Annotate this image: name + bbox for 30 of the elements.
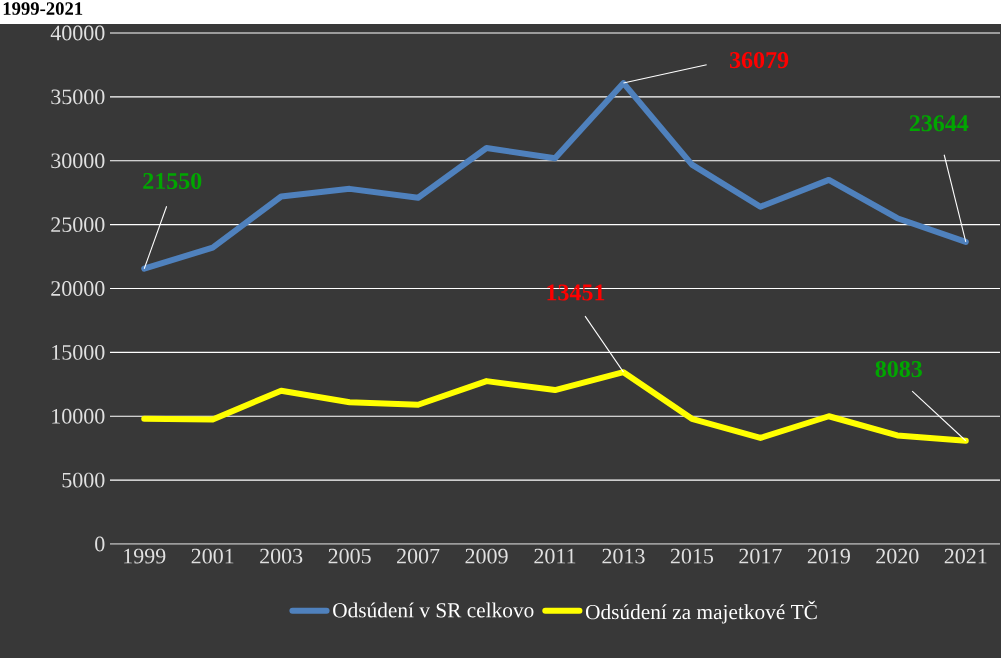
y-tick-label: 40000: [50, 25, 105, 41]
x-tick-label: 2015: [670, 548, 714, 564]
annotation: 21550: [143, 172, 202, 190]
x-tick-label: 2013: [602, 548, 645, 564]
annotation: 13451: [547, 284, 605, 301]
x-tick-label: 2009: [465, 548, 508, 564]
x-tick-label: 2019: [807, 548, 850, 564]
x-tick-label: 2005: [328, 548, 371, 564]
annotation: 8083: [875, 360, 922, 378]
annotation: 23644: [909, 115, 969, 132]
y-tick-label: 5000: [62, 472, 105, 488]
chart-title: 1999-2021: [3, 2, 83, 15]
legend-label: Odsúdení za majetkové TČ: [585, 600, 817, 624]
y-tick-label: 30000: [51, 153, 105, 169]
y-tick-label: 35000: [51, 89, 105, 105]
x-tick-label: 2003: [260, 548, 303, 564]
y-tick-label: 15000: [52, 344, 105, 360]
y-tick-label: 10000: [52, 408, 105, 424]
x-tick-label: 2011: [534, 548, 576, 564]
y-tick-label: 25000: [51, 217, 105, 233]
annotation: 36079: [729, 52, 789, 69]
x-tick-label: 2020: [876, 548, 919, 564]
x-tick-label: 2007: [397, 548, 440, 564]
x-tick-label: 2017: [739, 548, 782, 564]
legend-label: Odsúdení v SR celkovo: [333, 602, 534, 618]
x-tick-label: 2001: [191, 548, 234, 564]
y-tick-label: 20000: [51, 281, 105, 296]
y-tick-label: 0: [95, 536, 105, 552]
x-tick-label: 1999: [124, 548, 166, 564]
x-tick-label: 2021: [944, 548, 987, 564]
